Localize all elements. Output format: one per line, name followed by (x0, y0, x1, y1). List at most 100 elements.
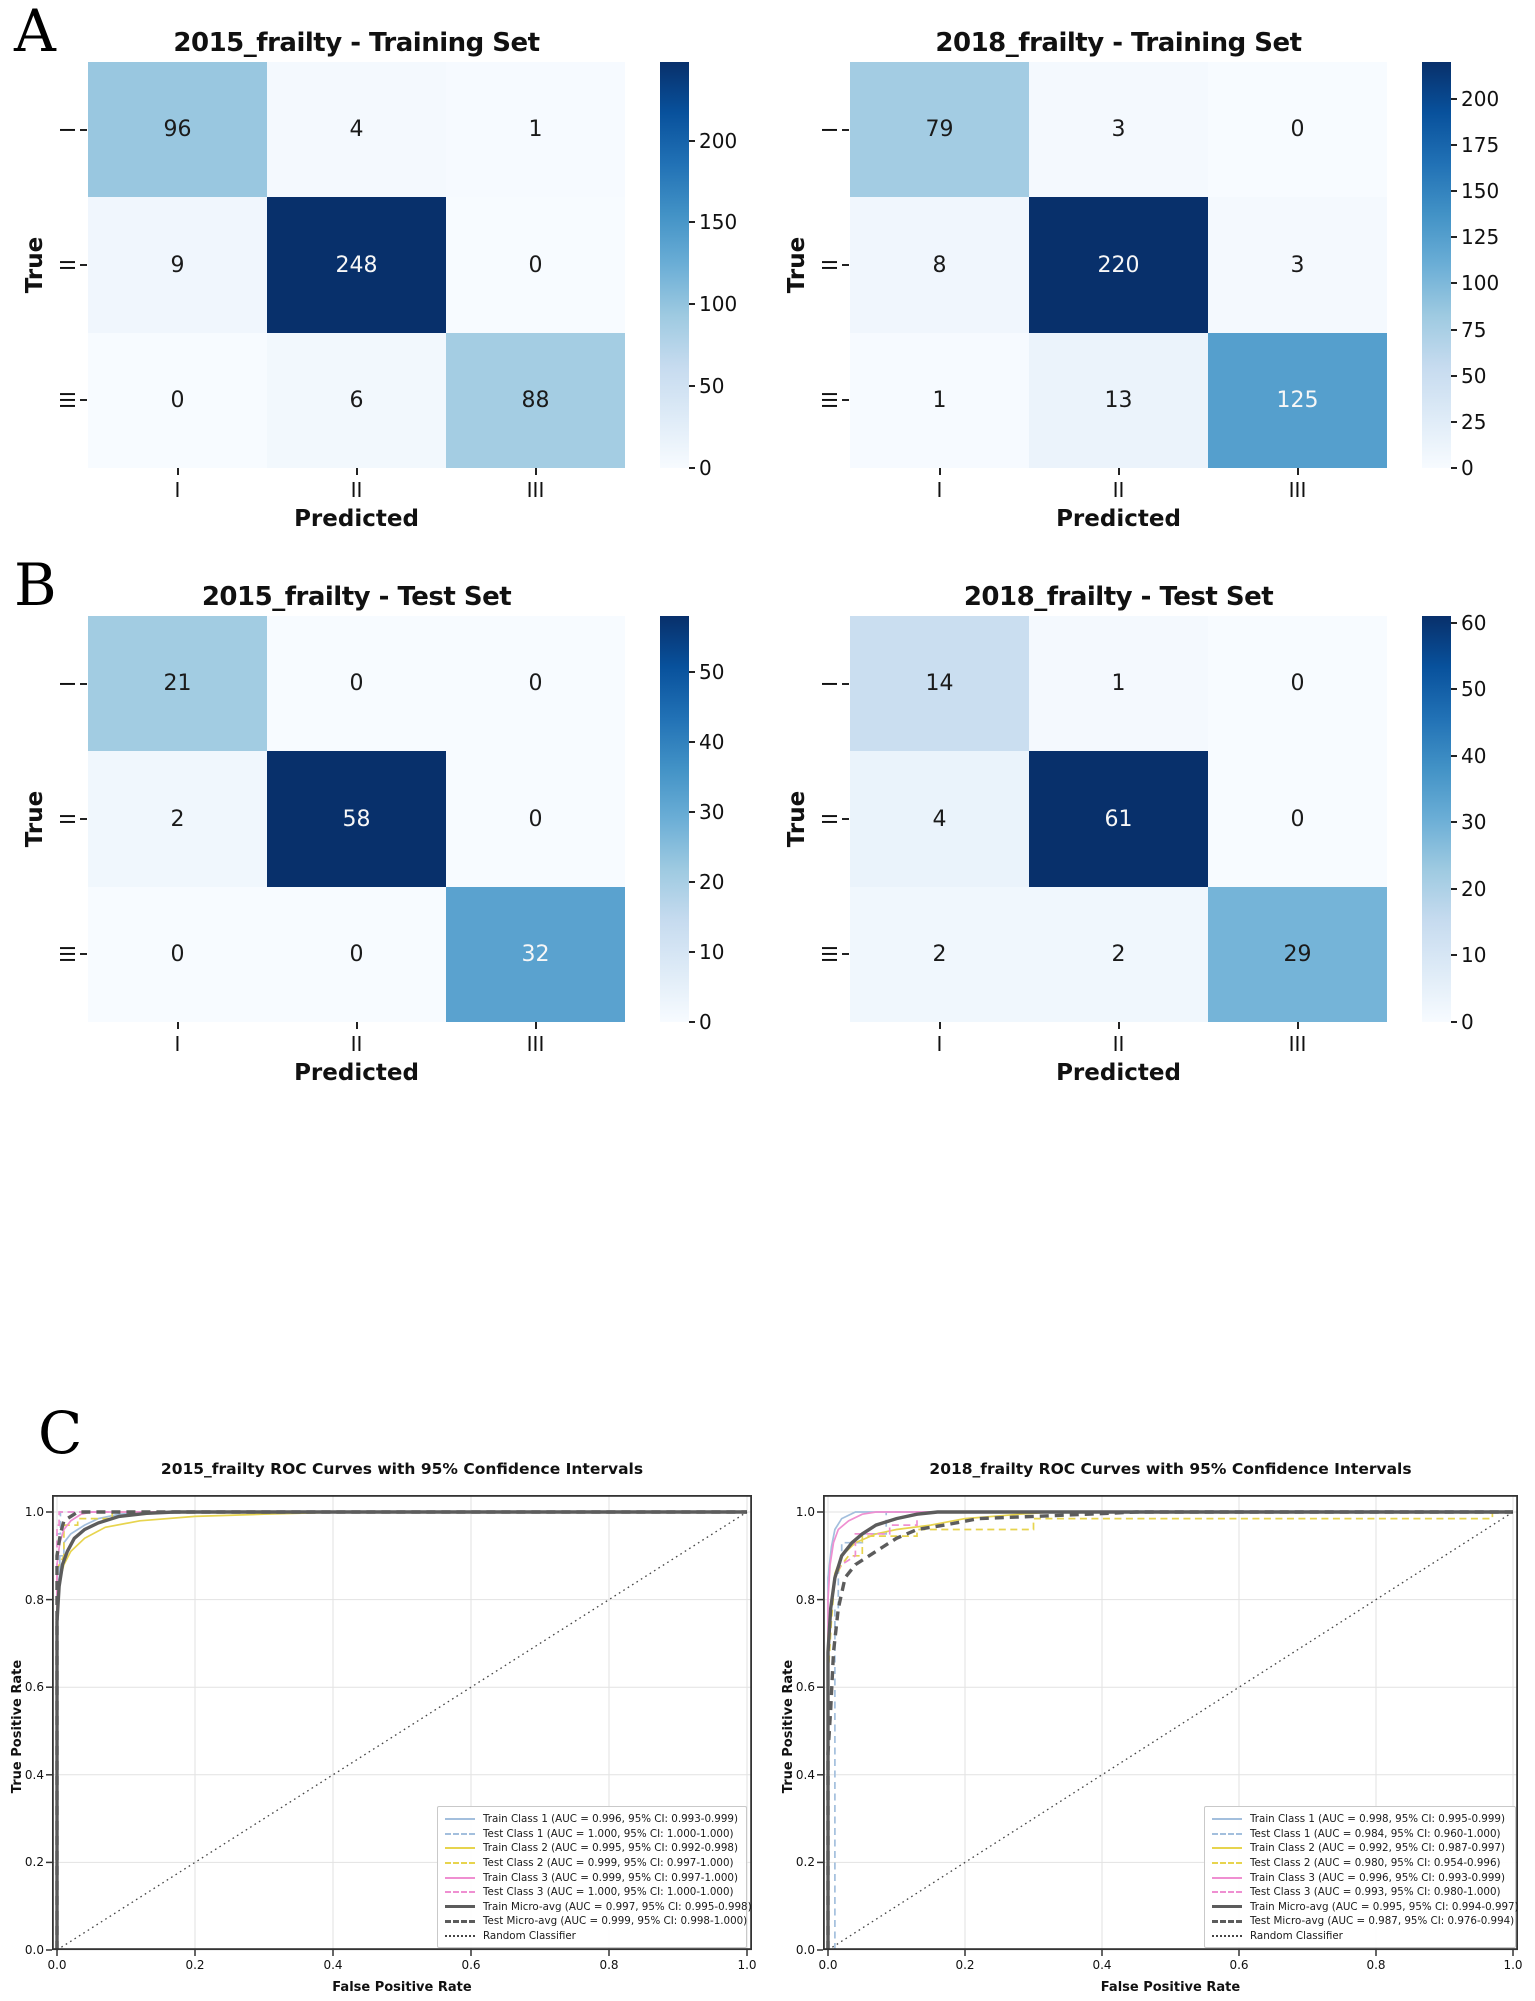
x-tick-label: 0.8 (1366, 1958, 1386, 1972)
colorbar-tick-label: 50 (1461, 363, 1487, 388)
x-tick-label: 0.8 (599, 1958, 619, 1972)
legend-line-sample (1212, 1905, 1242, 1909)
colorbar-tick-mark (689, 303, 695, 306)
colorbar-tick-mark (1451, 282, 1457, 285)
colorbar-tick-label: 100 (1461, 271, 1500, 296)
y-axis-label: True (784, 790, 811, 848)
legend-row: Test Micro-avg (AUC = 0.987, 95% CI: 0.9… (1212, 1914, 1514, 1929)
roc-curve (834, 1511, 1513, 1950)
heatmap-cell: 220 (1029, 197, 1209, 333)
heatmap-cell: 9 (88, 197, 268, 333)
roc-curve (826, 1510, 1513, 1950)
y-tick-label: III (816, 945, 841, 964)
x-tick-label: II (350, 478, 363, 502)
heatmap-cell: 3 (1208, 197, 1388, 333)
legend-row: Train Class 3 (AUC = 0.999, 95% CI: 0.99… (445, 1870, 739, 1885)
x-tick-mark (534, 1022, 537, 1029)
y-tick-mark (80, 399, 87, 402)
heatmap-cell: 0 (1208, 616, 1388, 752)
x-tick-mark (176, 468, 179, 475)
x-axis-label: Predicted (1056, 1060, 1181, 1086)
x-tick-label: I (936, 1032, 943, 1056)
legend-row: Train Class 1 (AUC = 0.998, 95% CI: 0.99… (1212, 1812, 1508, 1827)
legend-line-sample (445, 1832, 475, 1835)
heatmap-cell: 4 (850, 751, 1030, 887)
colorbar-tick-label: 150 (1461, 179, 1500, 204)
heatmap-cell: 29 (1208, 886, 1388, 1023)
x-axis-label: Predicted (294, 1060, 419, 1086)
x-tick-label: I (936, 478, 943, 502)
legend-line-sample (445, 1919, 475, 1923)
y-tick-label: 1.0 (795, 1505, 815, 1519)
heatmap-cell: 4 (267, 62, 447, 198)
legend-label: Test Class 2 (AUC = 0.999, 95% CI: 0.997… (483, 1857, 734, 1870)
colorbar-tick-mark (689, 741, 695, 743)
heatmap-cell: 0 (446, 616, 626, 752)
heatmap-cell: 88 (446, 332, 626, 469)
colorbar-tick-mark (689, 881, 695, 883)
heatmap-cell: 21 (88, 616, 268, 752)
y-tick-label: 0.6 (795, 1680, 815, 1695)
heatmap-cell: 0 (88, 886, 268, 1023)
colorbar-tick-mark (689, 811, 695, 813)
colorbar-tick-label: 200 (1461, 86, 1500, 111)
x-axis-label: Predicted (1056, 506, 1181, 532)
confusion-matrix-2015-test: 2015_frailty - Test Set True 21 0 0 2 58 0 0 0 3… (22, 582, 768, 1127)
legend-row: Train Class 2 (AUC = 0.992, 95% CI: 0.98… (1212, 1841, 1508, 1856)
roc-curve (55, 1510, 747, 1950)
legend-label: Train Class 1 (AUC = 0.996, 95% CI: 0.99… (483, 1813, 738, 1826)
legend-line-sample (1212, 1847, 1242, 1850)
legend-label: Train Class 2 (AUC = 0.995, 95% CI: 0.99… (483, 1842, 738, 1855)
legend: Train Class 1 (AUC = 0.998, 95% CI: 0.99… (1204, 1806, 1519, 1949)
y-tick-label: III (816, 391, 841, 410)
legend-label: Train Micro-avg (AUC = 0.997, 95% CI: 0.… (483, 1900, 752, 1913)
colorbar (660, 616, 689, 1022)
heatmap-grid: 79 3 0 8 220 3 1 13 125 (850, 62, 1388, 469)
colorbar-tick-label: 10 (699, 940, 725, 964)
x-tick-mark (1296, 468, 1299, 475)
heatmap-cell: 6 (267, 332, 447, 469)
y-tick-mark (842, 399, 849, 402)
heatmap-cell: 3 (1029, 62, 1209, 198)
y-tick-label: 0.6 (24, 1680, 44, 1695)
y-tick-mark (80, 818, 87, 820)
colorbar-tick-mark (1451, 328, 1457, 331)
x-tick-mark (938, 468, 941, 475)
x-tick-label: 0.0 (818, 1958, 838, 1972)
heatmap-cell: 0 (267, 616, 447, 752)
legend-row: Test Micro-avg (AUC = 0.999, 95% CI: 0.9… (445, 1914, 747, 1929)
legend-line-sample (1212, 1891, 1242, 1894)
y-tick-label: 0.8 (795, 1592, 815, 1607)
heatmap-cell: 1 (446, 62, 626, 198)
x-tick-mark (355, 1022, 358, 1029)
legend-line-sample (445, 1876, 475, 1879)
y-axis-label: True (784, 236, 811, 294)
y-tick-label: 0.2 (24, 1855, 44, 1870)
x-tick-mark (355, 468, 358, 475)
colorbar-tick-label: 10 (1461, 943, 1487, 968)
legend-line-sample (1212, 1862, 1242, 1865)
roc-curve (827, 1511, 1513, 1950)
legend-line-sample (1212, 1876, 1242, 1879)
colorbar-tick-label: 25 (1461, 409, 1487, 434)
legend-row: Random Classifier (1212, 1929, 1508, 1944)
heatmap-cell: 248 (267, 197, 447, 333)
legend-line-sample (445, 1818, 475, 1821)
colorbar-tick-mark (689, 951, 695, 953)
x-tick-mark (176, 1022, 179, 1029)
x-tick-label: III (526, 478, 545, 502)
colorbar-tick-mark (1451, 821, 1457, 824)
plot-title: 2018_frailty - Test Set (963, 582, 1274, 612)
y-tick-mark (80, 682, 87, 685)
y-tick-label: II (816, 259, 841, 271)
x-tick-label: I (174, 478, 181, 502)
legend-line-sample (445, 1891, 475, 1894)
y-tick-mark (842, 128, 849, 131)
y-tick-label: II (816, 813, 841, 825)
y-tick-label: 0.0 (795, 1943, 815, 1957)
legend-label: Train Micro-avg (AUC = 0.995, 95% CI: 0.… (1250, 1900, 1519, 1913)
x-tick-mark (938, 1022, 941, 1029)
legend-row: Train Class 2 (AUC = 0.995, 95% CI: 0.99… (445, 1841, 739, 1856)
colorbar-tick-label: 20 (1461, 876, 1487, 901)
colorbar-tick-mark (1451, 688, 1457, 691)
